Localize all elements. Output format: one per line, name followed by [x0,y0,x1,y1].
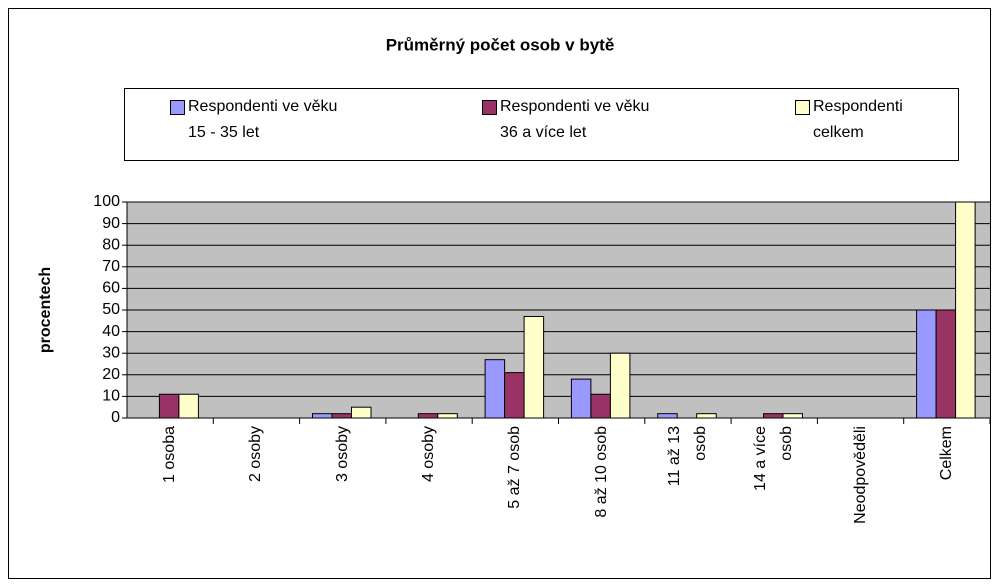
bar [178,393,199,419]
bar [523,315,545,419]
bar [417,413,439,419]
x-tick-label: 1 osoba [161,426,179,483]
y-axis-label: procentech [37,267,54,353]
bar [484,359,506,419]
bar [763,413,784,419]
bar [955,201,976,419]
bar [504,372,525,419]
bar [590,393,611,419]
y-tick-label: 100 [93,193,120,210]
bar [158,393,180,419]
bar [312,413,333,419]
x-tick-label: 2 osoby [247,426,265,483]
bar [570,378,592,419]
legend-swatch [482,100,497,115]
bar [351,406,372,419]
x-tick-label: 3 osoby [333,426,351,483]
legend-label: Respondenti ve věku 15 - 35 let [188,98,338,141]
x-tick-label: Neodpověděli [851,426,869,524]
y-tick-label: 0 [111,409,120,426]
bar [935,309,957,419]
y-tick-label: 80 [102,236,120,253]
x-tick-label: 14 a více osob [752,426,796,491]
x-tick-label: Celkem [937,426,955,481]
x-tick-label: 5 až 7 osob [506,426,524,509]
chart-title: Průměrný počet osob v bytě [386,35,615,54]
legend-swatch [170,100,185,115]
y-tick-label: 20 [102,366,120,383]
bar [437,413,458,419]
legend-swatch [795,100,810,115]
legend-box [124,88,959,161]
bar [331,413,352,419]
x-tick-label: 8 až 10 osob [592,426,610,518]
bar [609,352,631,419]
legend-label: Respondenti ve věku 36 a více let [500,98,650,141]
y-tick-label: 90 [102,215,120,232]
y-tick-label: 50 [102,301,120,318]
x-tick-label: 11 až 13 osob [665,426,709,487]
y-tick-label: 30 [102,344,120,361]
bar [916,309,937,419]
y-tick-label: 40 [102,323,120,340]
x-tick-label: 4 osoby [420,426,438,483]
y-tick-label: 60 [102,280,120,297]
legend-label: Respondenti celkem [813,98,903,141]
bar [657,413,678,419]
bar [782,413,803,419]
y-tick-label: 70 [102,258,120,275]
bar [696,413,717,419]
y-tick-label: 10 [102,388,120,405]
